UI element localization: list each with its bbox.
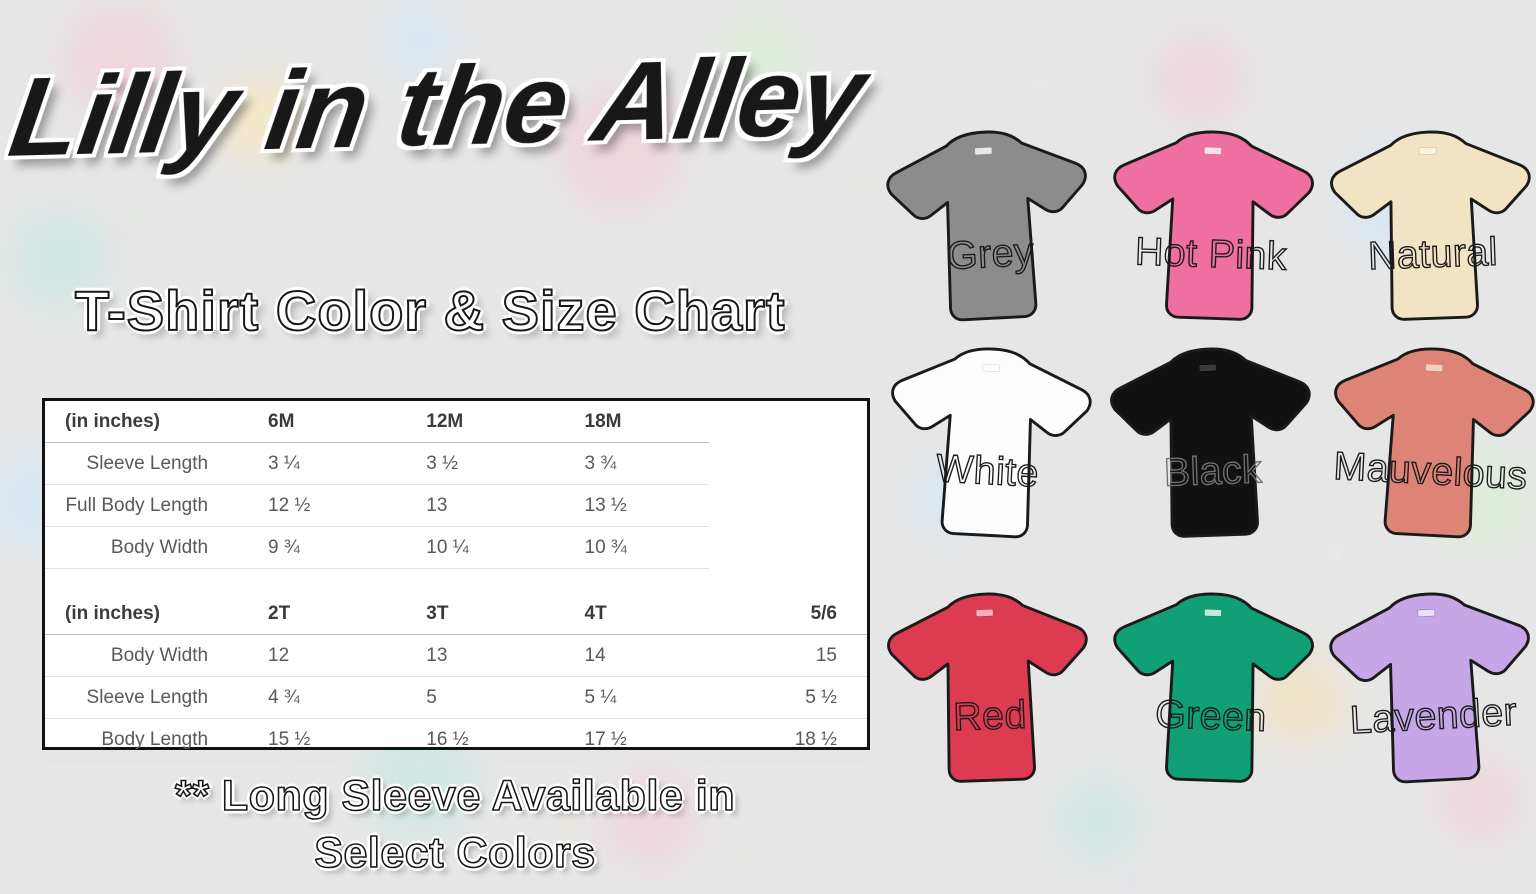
svg-text:Red: Red <box>953 693 1028 740</box>
svg-text:Natural: Natural <box>1367 230 1498 278</box>
svg-text:Hot Pink: Hot Pink <box>1134 229 1287 278</box>
svg-text:Grey: Grey <box>946 230 1035 278</box>
svg-text:Lavender: Lavender <box>1349 690 1518 743</box>
svg-text:Green: Green <box>1155 692 1268 740</box>
svg-text:Mauvelous: Mauvelous <box>1333 444 1529 498</box>
svg-text:Black: Black <box>1163 447 1263 494</box>
svg-text:White: White <box>935 446 1040 495</box>
